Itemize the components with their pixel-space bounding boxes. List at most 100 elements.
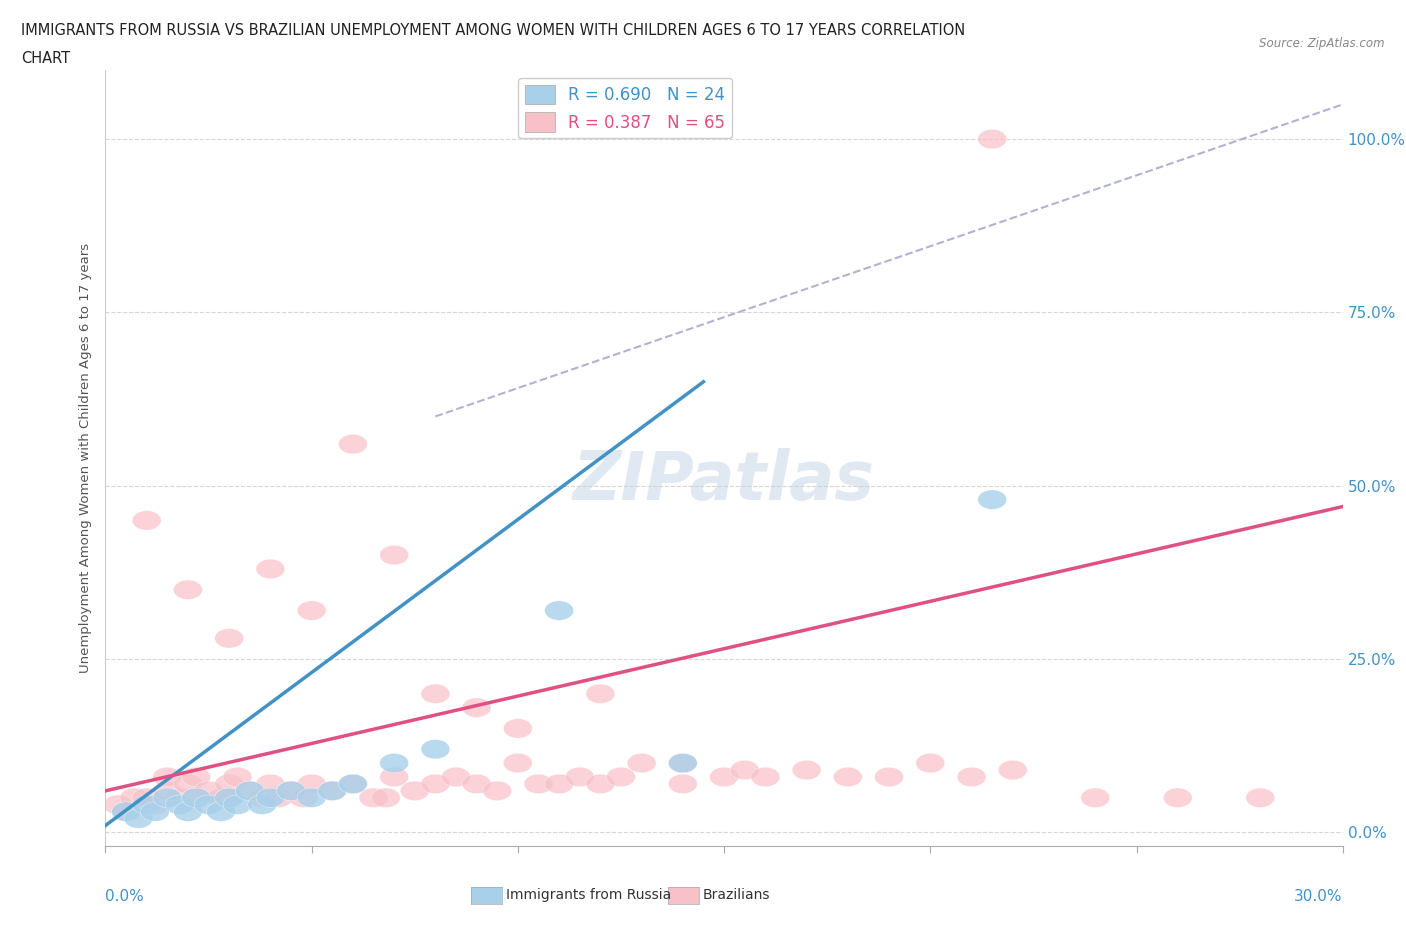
Ellipse shape bbox=[977, 490, 1007, 510]
Ellipse shape bbox=[751, 767, 780, 787]
Text: Source: ZipAtlas.com: Source: ZipAtlas.com bbox=[1260, 37, 1385, 50]
Ellipse shape bbox=[957, 767, 986, 787]
Text: 30.0%: 30.0% bbox=[1295, 889, 1343, 904]
Ellipse shape bbox=[297, 601, 326, 620]
Ellipse shape bbox=[565, 767, 595, 787]
Ellipse shape bbox=[401, 781, 429, 801]
Ellipse shape bbox=[503, 719, 533, 738]
Ellipse shape bbox=[420, 774, 450, 793]
Ellipse shape bbox=[120, 788, 149, 807]
Text: Immigrants from Russia: Immigrants from Russia bbox=[506, 887, 672, 902]
Ellipse shape bbox=[668, 774, 697, 793]
Ellipse shape bbox=[463, 698, 491, 717]
Ellipse shape bbox=[181, 767, 211, 787]
Ellipse shape bbox=[627, 753, 657, 773]
Text: ZIPatlas: ZIPatlas bbox=[574, 448, 875, 514]
Ellipse shape bbox=[441, 767, 471, 787]
Ellipse shape bbox=[215, 774, 243, 793]
Ellipse shape bbox=[141, 802, 169, 821]
Ellipse shape bbox=[111, 802, 141, 821]
Ellipse shape bbox=[482, 781, 512, 801]
Ellipse shape bbox=[1246, 788, 1275, 807]
Ellipse shape bbox=[277, 781, 305, 801]
Ellipse shape bbox=[132, 795, 162, 815]
Ellipse shape bbox=[318, 781, 347, 801]
Ellipse shape bbox=[606, 767, 636, 787]
Ellipse shape bbox=[420, 684, 450, 703]
Text: Brazilians: Brazilians bbox=[703, 887, 770, 902]
Text: IMMIGRANTS FROM RUSSIA VS BRAZILIAN UNEMPLOYMENT AMONG WOMEN WITH CHILDREN AGES : IMMIGRANTS FROM RUSSIA VS BRAZILIAN UNEM… bbox=[21, 23, 966, 38]
Ellipse shape bbox=[834, 767, 862, 787]
Ellipse shape bbox=[256, 774, 285, 793]
Ellipse shape bbox=[586, 684, 614, 703]
Ellipse shape bbox=[503, 753, 533, 773]
Ellipse shape bbox=[998, 761, 1028, 779]
Ellipse shape bbox=[124, 809, 153, 829]
Text: CHART: CHART bbox=[21, 51, 70, 66]
Ellipse shape bbox=[173, 580, 202, 600]
Ellipse shape bbox=[247, 788, 277, 807]
Ellipse shape bbox=[256, 788, 285, 807]
Ellipse shape bbox=[173, 802, 202, 821]
Ellipse shape bbox=[586, 774, 614, 793]
Ellipse shape bbox=[463, 774, 491, 793]
Ellipse shape bbox=[668, 753, 697, 773]
Ellipse shape bbox=[181, 788, 211, 807]
Ellipse shape bbox=[668, 753, 697, 773]
Ellipse shape bbox=[1163, 788, 1192, 807]
Ellipse shape bbox=[420, 739, 450, 759]
Ellipse shape bbox=[297, 774, 326, 793]
Ellipse shape bbox=[104, 795, 132, 815]
Ellipse shape bbox=[235, 781, 264, 801]
Ellipse shape bbox=[132, 511, 162, 530]
Ellipse shape bbox=[277, 781, 305, 801]
Ellipse shape bbox=[256, 559, 285, 578]
Ellipse shape bbox=[247, 795, 277, 815]
Ellipse shape bbox=[166, 795, 194, 815]
Ellipse shape bbox=[194, 781, 224, 801]
Ellipse shape bbox=[339, 774, 367, 793]
Ellipse shape bbox=[875, 767, 904, 787]
Ellipse shape bbox=[194, 795, 224, 815]
Ellipse shape bbox=[1081, 788, 1109, 807]
Ellipse shape bbox=[380, 753, 409, 773]
Ellipse shape bbox=[380, 767, 409, 787]
Ellipse shape bbox=[207, 802, 235, 821]
Ellipse shape bbox=[380, 545, 409, 565]
Ellipse shape bbox=[524, 774, 553, 793]
Ellipse shape bbox=[371, 788, 401, 807]
Ellipse shape bbox=[166, 788, 194, 807]
Ellipse shape bbox=[544, 774, 574, 793]
Ellipse shape bbox=[153, 767, 181, 787]
Ellipse shape bbox=[544, 601, 574, 620]
Ellipse shape bbox=[132, 788, 162, 807]
Ellipse shape bbox=[339, 434, 367, 454]
Ellipse shape bbox=[792, 761, 821, 779]
Ellipse shape bbox=[290, 788, 318, 807]
Ellipse shape bbox=[141, 795, 169, 815]
Ellipse shape bbox=[224, 767, 252, 787]
Ellipse shape bbox=[359, 788, 388, 807]
Ellipse shape bbox=[153, 781, 181, 801]
Ellipse shape bbox=[207, 788, 235, 807]
Legend: R = 0.690   N = 24, R = 0.387   N = 65: R = 0.690 N = 24, R = 0.387 N = 65 bbox=[519, 78, 733, 139]
Ellipse shape bbox=[215, 788, 243, 807]
Ellipse shape bbox=[915, 753, 945, 773]
Ellipse shape bbox=[318, 781, 347, 801]
Ellipse shape bbox=[235, 781, 264, 801]
Ellipse shape bbox=[264, 788, 292, 807]
Y-axis label: Unemployment Among Women with Children Ages 6 to 17 years: Unemployment Among Women with Children A… bbox=[79, 243, 93, 673]
Ellipse shape bbox=[977, 129, 1007, 149]
Ellipse shape bbox=[730, 761, 759, 779]
Ellipse shape bbox=[215, 788, 243, 807]
Ellipse shape bbox=[153, 788, 181, 807]
Ellipse shape bbox=[224, 795, 252, 815]
Text: 0.0%: 0.0% bbox=[105, 889, 145, 904]
Ellipse shape bbox=[297, 788, 326, 807]
Ellipse shape bbox=[181, 788, 211, 807]
Ellipse shape bbox=[111, 802, 141, 821]
Ellipse shape bbox=[710, 767, 738, 787]
Ellipse shape bbox=[173, 774, 202, 793]
Ellipse shape bbox=[339, 774, 367, 793]
Ellipse shape bbox=[215, 629, 243, 648]
